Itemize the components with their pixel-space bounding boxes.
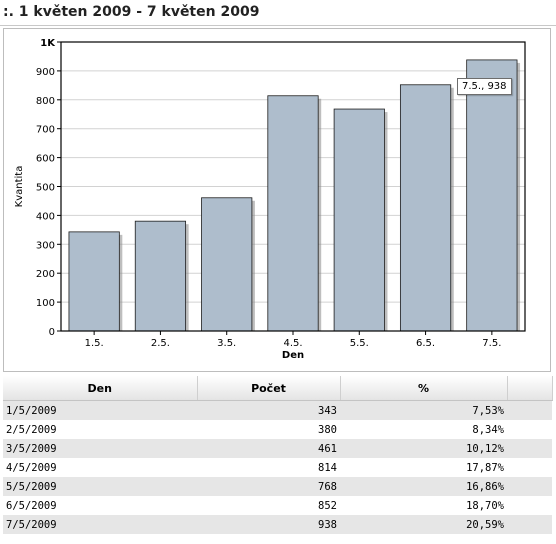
- bar: [68, 231, 120, 332]
- cell-spacer: [507, 400, 552, 420]
- x-tick-label: 4.5.: [283, 338, 302, 349]
- cell-count: 814: [197, 458, 340, 477]
- table-row: 7/5/2009 938 20,59%: [3, 515, 552, 534]
- x-axis-title: Den: [282, 350, 304, 361]
- y-tick-label: 400: [36, 211, 55, 222]
- cell-percent: 17,87%: [340, 458, 507, 477]
- table-row: 5/5/2009 768 16,86%: [3, 477, 552, 496]
- cell-spacer: [507, 439, 552, 458]
- cell-day: 2/5/2009: [3, 420, 197, 439]
- y-tick-label: 600: [36, 154, 55, 165]
- cell-percent: 16,86%: [340, 477, 507, 496]
- y-tick-label: 700: [36, 125, 55, 136]
- x-tick-label: 3.5.: [217, 338, 236, 349]
- cell-spacer: [507, 496, 552, 515]
- cell-spacer: [507, 477, 552, 496]
- column-header-den[interactable]: Den: [3, 376, 198, 401]
- column-header-spacer: [507, 376, 553, 401]
- x-tick-label: 2.5.: [151, 338, 170, 349]
- table-row: 1/5/2009 343 7,53%: [3, 400, 552, 420]
- x-tick-label: 1.5.: [85, 338, 104, 349]
- bar-chart: 0 100 200 300 400 500 600 700 800 900 1K 1.5. 2.5. 3.…: [14, 38, 526, 361]
- bar: [134, 220, 187, 332]
- table-header-row: Den Počet %: [3, 376, 553, 401]
- cell-day: 3/5/2009: [3, 439, 197, 458]
- cell-count: 768: [197, 477, 340, 496]
- plot-frame: [60, 41, 526, 332]
- data-table: Den Počet % 1/5/2009 343 7,53% 2/5/2009 …: [3, 376, 553, 534]
- bar: [333, 108, 385, 332]
- x-tick-label: 5.5.: [350, 338, 369, 349]
- cell-count: 852: [197, 496, 340, 515]
- y-tick-label: 300: [36, 240, 55, 251]
- cell-percent: 18,70%: [340, 496, 507, 515]
- table-row: 4/5/2009 814 17,87%: [3, 458, 552, 477]
- cell-spacer: [507, 420, 552, 439]
- bar: [399, 84, 452, 332]
- cell-day: 5/5/2009: [3, 477, 197, 496]
- column-header-percent[interactable]: %: [340, 376, 508, 401]
- x-tick-label: 6.5.: [416, 338, 435, 349]
- x-tick-label: 7.5.: [482, 338, 501, 349]
- page-title: :. 1 květen 2009 - 7 květen 2009: [3, 4, 260, 20]
- cell-day: 4/5/2009: [3, 458, 197, 477]
- y-tick-label: 900: [36, 67, 55, 78]
- cell-count: 343: [197, 400, 340, 420]
- cell-day: 1/5/2009: [3, 400, 197, 420]
- y-axis-title: Kvantita: [14, 166, 25, 208]
- cell-day: 7/5/2009: [3, 515, 197, 534]
- cell-count: 938: [197, 515, 340, 534]
- bar: [267, 95, 319, 332]
- cell-percent: 20,59%: [340, 515, 507, 534]
- title-bar: :. 1 květen 2009 - 7 květen 2009: [0, 0, 556, 26]
- cell-count: 380: [197, 420, 340, 439]
- table-row: 2/5/2009 380 8,34%: [3, 420, 552, 439]
- cell-spacer: [507, 458, 552, 477]
- y-tick-label: 500: [36, 183, 55, 194]
- bar: [201, 197, 253, 332]
- cell-percent: 7,53%: [340, 400, 507, 420]
- cell-percent: 10,12%: [340, 439, 507, 458]
- y-tick-label: 0: [49, 327, 55, 338]
- table-row: 3/5/2009 461 10,12%: [3, 439, 552, 458]
- y-tick-label: 200: [36, 269, 55, 280]
- bar: [466, 59, 518, 332]
- table-row: 6/5/2009 852 18,70%: [3, 496, 552, 515]
- bar-tooltip: 7.5., 938: [457, 78, 512, 95]
- y-tick-label: 1K: [40, 38, 56, 49]
- cell-day: 6/5/2009: [3, 496, 197, 515]
- cell-percent: 8,34%: [340, 420, 507, 439]
- column-header-pocet[interactable]: Počet: [197, 376, 341, 401]
- cell-count: 461: [197, 439, 340, 458]
- y-tick-label: 100: [36, 298, 55, 309]
- cell-spacer: [507, 515, 552, 534]
- y-tick-label: 800: [36, 96, 55, 107]
